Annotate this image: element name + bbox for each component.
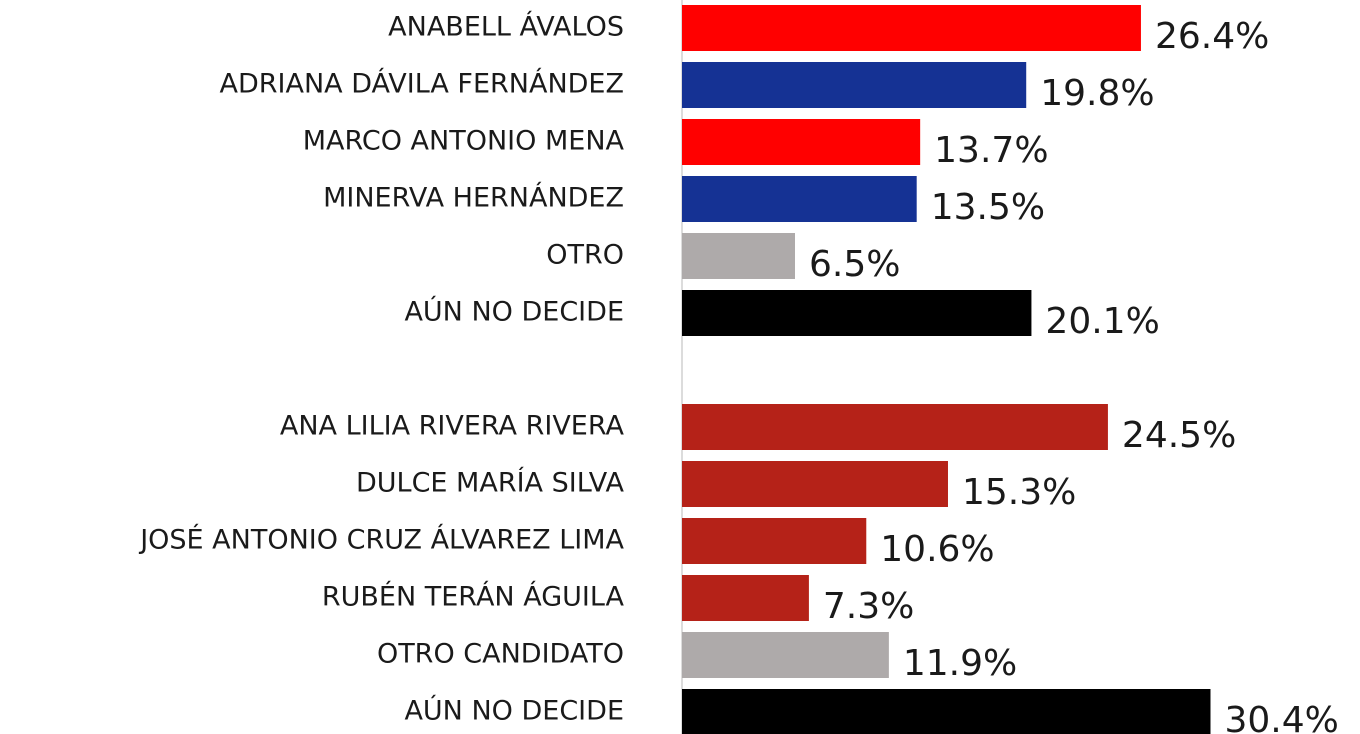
category-label: AÚN NO DECIDE (404, 695, 624, 727)
category-label: DULCE MARÍA SILVA (356, 467, 625, 499)
bar (682, 233, 795, 279)
value-label: 13.7% (934, 130, 1048, 171)
bar (682, 632, 889, 678)
value-label: 26.4% (1155, 16, 1269, 57)
bar (682, 62, 1027, 108)
category-label: ANABELL ÁVALOS (388, 11, 624, 43)
value-label: 10.6% (880, 529, 994, 570)
bar (682, 689, 1211, 734)
bar (682, 461, 948, 507)
value-label: 15.3% (962, 472, 1076, 513)
category-label: RUBÉN TERÁN ÁGUILA (322, 581, 625, 613)
category-label: JOSÉ ANTONIO CRUZ ÁLVAREZ LIMA (138, 524, 624, 556)
value-label: 11.9% (903, 643, 1017, 684)
value-label: 24.5% (1122, 415, 1236, 456)
category-label: AÚN NO DECIDE (404, 296, 624, 328)
bar (682, 290, 1032, 336)
value-label: 30.4% (1224, 700, 1338, 734)
bar (682, 176, 917, 222)
bar (682, 119, 921, 165)
category-label: OTRO (546, 240, 624, 271)
value-label: 20.1% (1045, 301, 1159, 342)
category-label: ADRIANA DÁVILA FERNÁNDEZ (220, 68, 624, 100)
value-label: 19.8% (1040, 73, 1154, 114)
bar (682, 5, 1141, 51)
value-label: 6.5% (809, 244, 900, 285)
bar (682, 518, 867, 564)
value-label: 13.5% (931, 187, 1045, 228)
category-label: ANA LILIA RIVERA RIVERA (280, 411, 625, 442)
value-label: 7.3% (823, 586, 914, 627)
bar (682, 404, 1108, 450)
category-label: MARCO ANTONIO MENA (303, 126, 625, 157)
bar (682, 575, 809, 621)
category-label: MINERVA HERNÁNDEZ (323, 182, 624, 214)
category-label: OTRO CANDIDATO (377, 639, 624, 670)
